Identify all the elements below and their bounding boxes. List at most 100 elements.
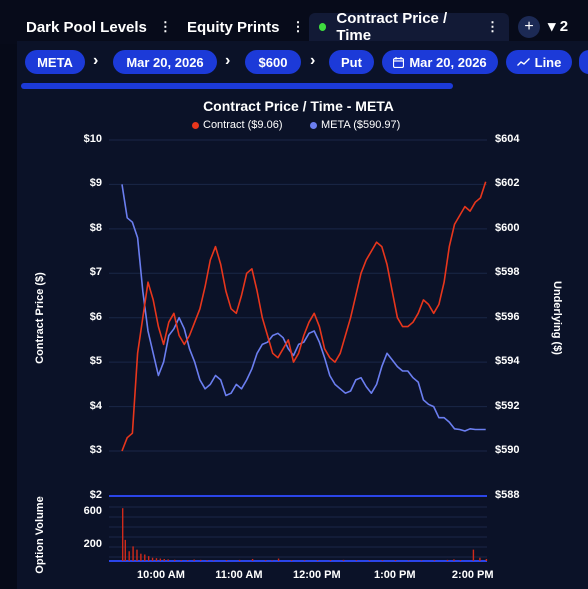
y-right-tick-label: $604 [495,133,520,145]
x-tick-label: 12:00 PM [292,569,341,581]
tab-count: 2 [559,18,569,35]
volume-bar [159,558,162,561]
tab-menu-icon[interactable]: ⋮ [158,19,172,34]
y-left-tick-label: $10 [83,133,102,145]
y-right-tick-label: $592 [495,399,520,412]
chart-type-button[interactable]: Line [506,50,572,74]
volume-bar [459,560,462,561]
tab-bar: Dark Pool Levels ⋮ Equity Prints ⋮ Contr… [0,0,588,44]
tab-menu-icon[interactable]: ⋮ [486,19,499,34]
volume-bar [303,560,306,561]
breadcrumb-type[interactable]: Put [329,50,374,74]
tab-label: Equity Prints [187,18,280,36]
legend-item-contract[interactable]: Contract ($9.06) [192,119,282,131]
volume-bar [479,557,481,561]
volume-bar [163,558,165,561]
series-line-contract [121,181,487,452]
chevron-right-icon: › [310,52,316,69]
volume-bar [199,559,202,561]
date-picker-label: Mar 20, 2026 [409,54,487,70]
volume-bar [151,557,154,561]
volume-bar [132,546,134,561]
legend-swatch [310,121,317,129]
volume-bar [147,556,150,561]
volume-bar [206,560,208,561]
tab-menu-icon[interactable]: ⋮ [291,19,305,34]
chart-panel [17,41,588,589]
y-right-tick-label: $598 [495,266,520,279]
chart-type-label: Line [534,54,562,70]
tab-label: Dark Pool Levels [26,18,147,36]
y-left-tick-label: $4 [89,399,102,412]
volume-bar [140,553,142,561]
legend-item-underlying[interactable]: META ($590.97) [310,119,400,131]
volume-bar [193,559,195,561]
volume-bar [186,560,189,561]
volume-right-tick-label: $588 [495,489,520,501]
breadcrumb-expiry[interactable]: Mar 20, 2026 [113,50,217,74]
volume-bar [485,558,488,561]
add-tab-button[interactable]: + [518,16,540,38]
line-chart-icon [516,58,530,66]
tab-label: Contract Price / Time [336,10,448,44]
volume-bar [167,559,169,561]
y-left-tick-label: $3 [89,444,102,456]
overflow-pill[interactable] [579,50,588,74]
volume-tick-label: 200 [83,537,102,550]
volume-bar [136,549,138,561]
breadcrumb: META › Mar 20, 2026 › $600 › Put Mar 20,… [0,50,588,76]
volume-bar [355,560,358,561]
volume-bar [225,560,228,561]
volume-bar [329,560,332,561]
tab-contract-price-time[interactable]: Contract Price / Time ⋮ [309,10,509,44]
tab-dark-pool-levels[interactable]: Dark Pool Levels ⋮ [26,13,172,41]
volume-bar [433,560,436,561]
chart-title: Contract Price / Time - META [203,98,394,114]
volume-bar [368,560,371,561]
volume-bar [155,558,158,561]
volume-bar [264,560,267,561]
breadcrumb-ticker[interactable]: META [25,50,85,74]
caret-down-icon: ▾ [548,18,556,35]
tab-overflow-button[interactable]: ▾ 2 [548,17,568,35]
y-right-tick-label: $600 [495,221,520,234]
x-tick-label: 1:00 PM [373,569,416,581]
volume-bar [446,559,449,561]
volume-bar [251,558,254,561]
breadcrumb-strike[interactable]: $600 [245,50,301,74]
loading-progress-bar [21,83,453,89]
y-left-tick-label: $8 [89,221,102,234]
y-left-tick-label: $5 [89,355,102,368]
volume-left-tick-label: $2 [89,489,102,501]
volume-bar [238,559,241,561]
series-line-meta [121,184,486,432]
chevron-right-icon: › [93,52,99,69]
volume-bar [173,559,176,561]
volume-bar [128,551,130,561]
legend-label: Contract ($9.06) [203,119,283,131]
volume-bar [121,508,124,561]
volume-bar [277,558,280,561]
volume-bar [381,560,384,561]
legend-swatch [192,121,199,129]
y-left-tick-label: $9 [89,177,102,190]
volume-bar [124,539,126,561]
legend-label: META ($590.97) [321,119,401,131]
tab-equity-prints[interactable]: Equity Prints ⋮ [187,13,305,41]
x-tick-label: 10:00 AM [137,569,185,581]
x-tick-label: 11:00 AM [215,569,263,581]
volume-bar [316,560,319,561]
y-left-tick-label: $6 [89,310,102,323]
volume-bar [144,554,146,561]
y-right-tick-label: $602 [495,177,520,190]
active-status-icon [319,23,327,31]
volume-bar [342,559,345,561]
volume-bar [271,560,273,561]
chevron-right-icon: › [225,52,231,69]
x-tick-label: 2:00 PM [451,569,494,581]
date-picker-button[interactable]: Mar 20, 2026 [382,50,498,74]
volume-bar [453,559,455,561]
volume-bar [180,560,182,561]
volume-bar [420,560,423,561]
